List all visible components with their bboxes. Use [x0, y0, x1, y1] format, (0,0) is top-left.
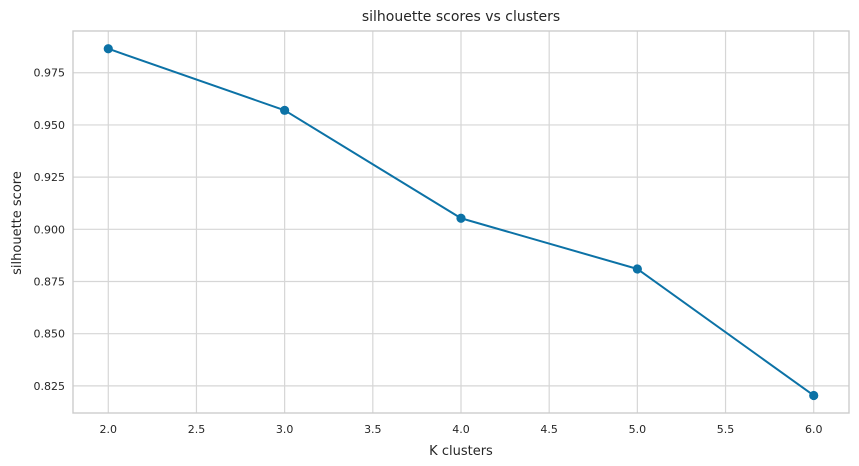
data-point	[456, 213, 466, 223]
y-axis-label: silhouette score	[10, 171, 25, 275]
x-tick-label: 3.5	[364, 423, 382, 436]
x-tick-label: 4.0	[452, 423, 470, 436]
data-point	[103, 44, 113, 54]
y-tick-label: 0.825	[34, 380, 66, 393]
grid-lines	[73, 31, 849, 413]
x-tick-label: 4.5	[540, 423, 558, 436]
y-tick-label: 0.975	[34, 67, 66, 80]
y-tick-label: 0.850	[34, 328, 66, 341]
x-axis-label: K clusters	[429, 444, 493, 459]
y-tick-label: 0.875	[34, 275, 66, 288]
x-tick-label: 2.5	[188, 423, 206, 436]
x-tick-label: 5.0	[629, 423, 647, 436]
chart-title: silhouette scores vs clusters	[362, 9, 560, 25]
x-tick-label: 2.0	[100, 423, 118, 436]
x-tick-label: 3.0	[276, 423, 294, 436]
data-point	[632, 264, 642, 274]
data-point	[809, 390, 819, 401]
y-tick-labels: 0.825 0.850 0.875 0.900 0.925 0.950 0.975	[34, 67, 66, 393]
y-tick-label: 0.925	[34, 171, 66, 184]
series-layer	[103, 44, 819, 401]
x-tick-label: 5.5	[717, 423, 735, 436]
plot-border	[72, 30, 850, 414]
x-tick-labels: 2.0 2.5 3.0 3.5 4.0 4.5 5.0 5.5 6.0	[100, 423, 823, 436]
data-point	[280, 105, 290, 115]
y-tick-label: 0.900	[34, 223, 66, 236]
x-tick-label: 6.0	[805, 423, 823, 436]
plot-frame	[72, 30, 850, 414]
y-tick-label: 0.950	[34, 119, 66, 132]
